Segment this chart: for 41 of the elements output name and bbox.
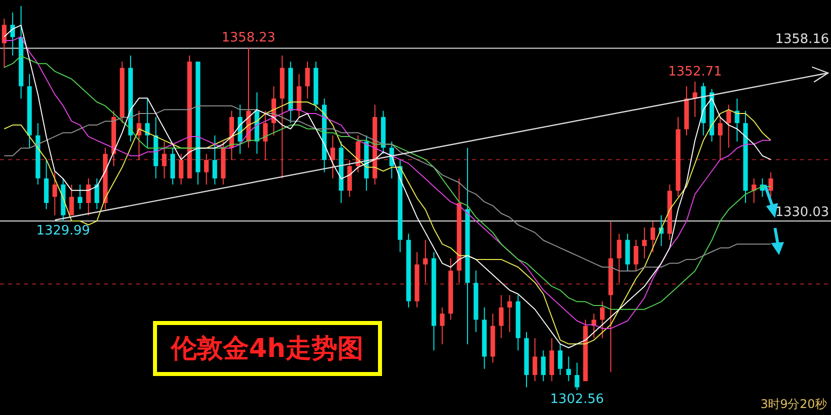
annotation: 1302.56: [550, 392, 604, 407]
candlestick: [642, 227, 647, 259]
candlestick: [440, 306, 445, 345]
candlestick: [69, 184, 74, 216]
candlestick: [558, 344, 563, 376]
candlestick: [423, 239, 428, 284]
candlestick: [212, 134, 218, 186]
candlestick: [532, 338, 538, 382]
candlestick: [600, 300, 605, 339]
candlestick: [330, 134, 336, 179]
candlestick: [650, 220, 656, 253]
candlestick: [305, 61, 310, 100]
candlestick: [94, 178, 100, 210]
candlestick: [692, 81, 698, 118]
annotation: 1329.99: [36, 223, 90, 238]
candlestick: [752, 178, 756, 204]
candlestick: [162, 141, 167, 179]
candlestick: [86, 178, 91, 216]
candlestick: [768, 172, 774, 198]
candlestick: [718, 116, 723, 160]
text: 伦敦金4h走势图: [153, 321, 382, 376]
candlestick: [507, 294, 512, 333]
candlestick: [726, 104, 731, 148]
candlestick: [204, 153, 209, 186]
candlestick: [178, 153, 184, 186]
candlestick: [498, 294, 504, 339]
annotation: 1358.16: [775, 32, 829, 48]
annotation: 1330.03: [775, 205, 829, 220]
candlestick: [541, 350, 546, 382]
annotation: 1358.23: [222, 30, 276, 46]
candlestick: [52, 172, 58, 216]
candlestick: [263, 110, 268, 160]
candlestick: [145, 98, 150, 148]
candlestick: [634, 239, 638, 272]
candlestick: [616, 233, 622, 284]
candlestick: [78, 184, 82, 210]
candlestick: [136, 110, 142, 160]
candlestick: [566, 356, 571, 382]
text: 3时9分20秒: [760, 396, 827, 413]
annotation: 1352.71: [668, 64, 722, 80]
candlestick: [574, 362, 580, 390]
